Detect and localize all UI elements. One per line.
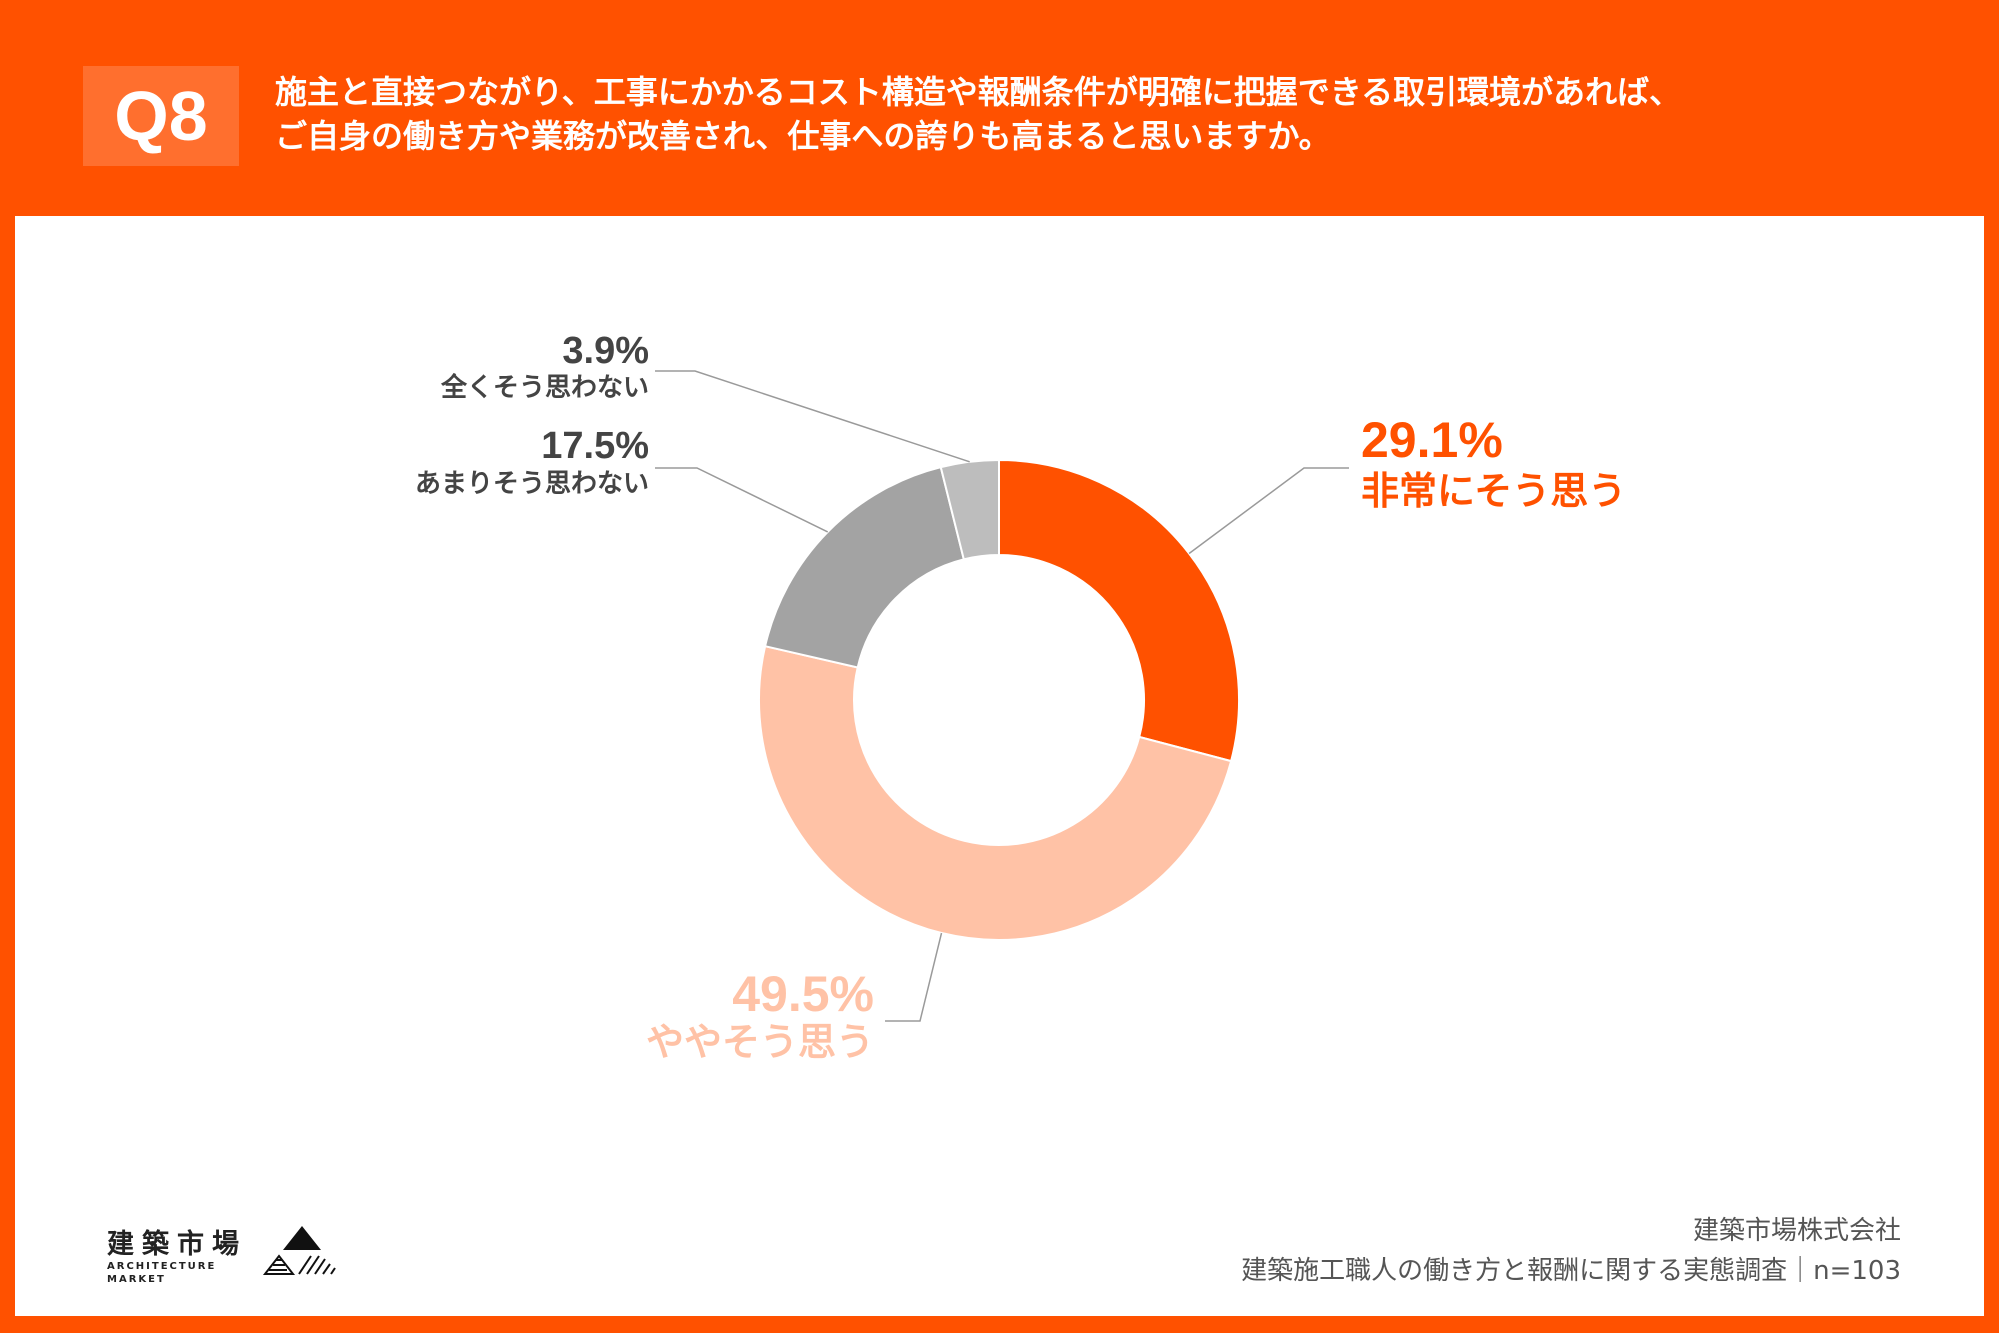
logo-text-en: ARCHITECTURE MARKET — [107, 1260, 216, 1286]
label-category-not-much: あまりそう思わない — [414, 469, 649, 499]
slice-very-much — [998, 458, 1240, 763]
source-survey: 建築施工職人の働き方と報酬に関する実態調査｜n=103 — [1241, 1256, 1901, 1286]
label-value-not-at-all: 3.9% — [562, 330, 649, 372]
chart-panel: 29.1% 非常にそう思う 49.5% ややそう思う 17.5% あまりそう思わ… — [15, 216, 1984, 1316]
source-company: 建築市場株式会社 — [1692, 1216, 1901, 1246]
header: Q8 施主と直接つながり、工事にかかるコスト構造や報酬条件が明確に把握できる取引… — [0, 0, 1999, 215]
logo-text-en-line1: ARCHITECTURE — [107, 1261, 217, 1272]
slice-not-at-all — [939, 458, 1000, 561]
leader-line-not-much — [655, 467, 829, 533]
leader-line-very-much — [1188, 467, 1349, 555]
label-value-somewhat: 49.5% — [732, 966, 874, 1022]
label-category-somewhat: ややそう思う — [645, 1020, 874, 1064]
leader-line-not-at-all — [655, 370, 970, 463]
slice-not-much — [763, 465, 966, 669]
label-value-very-much: 29.1% — [1361, 412, 1503, 468]
label-category-very-much: 非常にそう思う — [1361, 469, 1627, 513]
question-number-badge: Q8 — [83, 66, 239, 166]
leader-line-somewhat — [885, 932, 943, 1022]
logo-text-jp: 建築市場 — [107, 1229, 247, 1260]
source-credit: 建築市場株式会社 建築施工職人の働き方と報酬に関する実態調査｜n=103 — [1241, 1211, 1901, 1291]
question-line-2: ご自身の働き方や業務が改善され、仕事への誇りも高まると思いますか。 — [275, 117, 1331, 155]
donut-chart — [655, 370, 1349, 1022]
question-text: 施主と直接つながり、工事にかかるコスト構造や報酬条件が明確に把握できる取引環境が… — [275, 70, 1955, 158]
label-category-not-at-all: 全くそう思わない — [440, 373, 649, 403]
logo-text-en-line2: MARKET — [107, 1274, 166, 1285]
question-line-1: 施主と直接つながり、工事にかかるコスト構造や報酬条件が明確に把握できる取引環境が… — [275, 73, 1682, 111]
label-value-not-much: 17.5% — [541, 425, 649, 467]
triangle-mountain-icon — [262, 1226, 336, 1275]
slice-somewhat — [758, 644, 1233, 941]
